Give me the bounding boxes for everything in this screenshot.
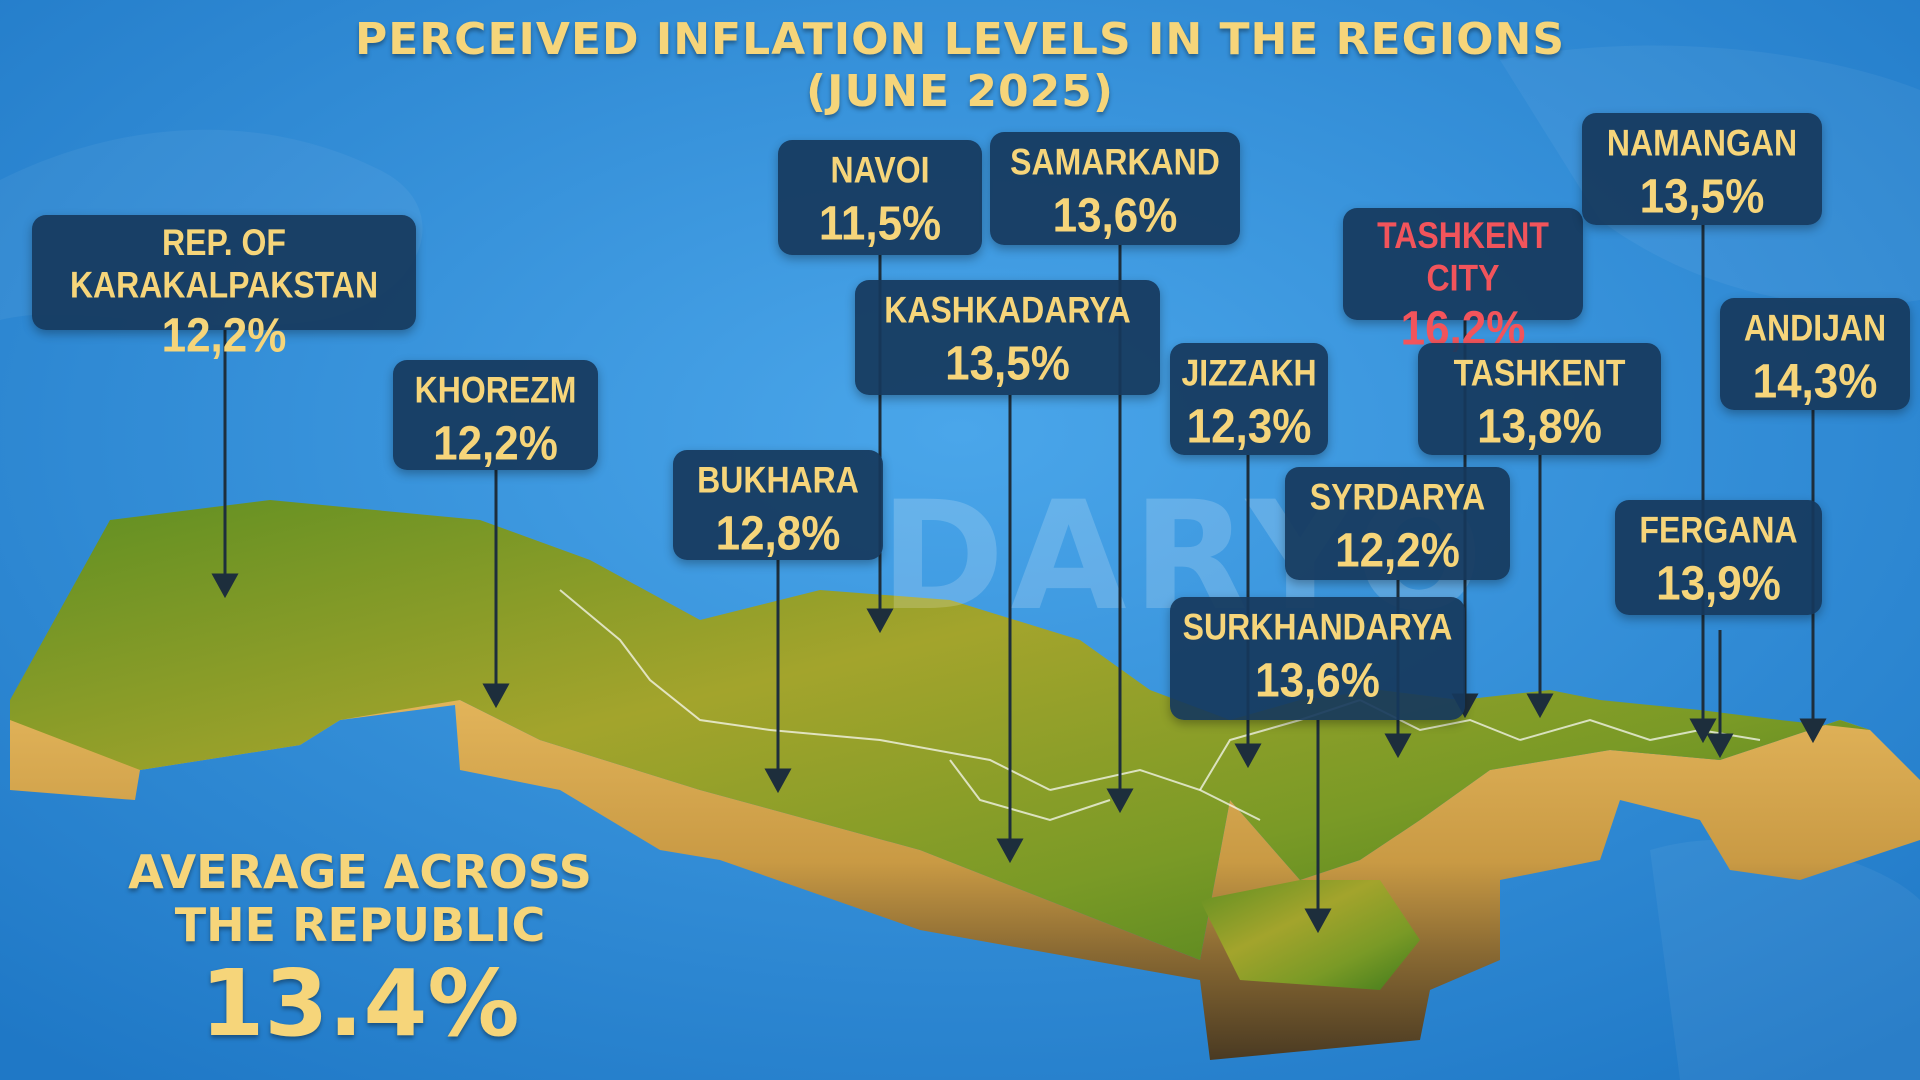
region-value: 13,5%	[945, 336, 1070, 391]
label-khorezm: KHOREZM 12,2%	[393, 360, 598, 470]
region-value: 11,5%	[818, 196, 942, 251]
label-andijan: ANDIJAN 14,3%	[1720, 298, 1910, 410]
page-subtitle: (JUNE 2025)	[806, 66, 1114, 117]
region-name: SYRDARYA	[1309, 476, 1486, 518]
label-bukhara: BUKHARA 12,8%	[673, 450, 883, 560]
region-name: FERGANA	[1639, 509, 1798, 551]
region-value: 13,6%	[1255, 653, 1380, 708]
region-value: 12,2%	[433, 416, 558, 471]
region-value: 12,2%	[161, 308, 287, 363]
region-name: JIZZAKH	[1181, 352, 1317, 394]
region-name: TASHKENT	[1453, 352, 1626, 394]
label-surkhandarya: SURKHANDARYA 13,6%	[1170, 597, 1465, 720]
label-namangan: NAMANGAN 13,5%	[1582, 113, 1822, 225]
region-name: BUKHARA	[697, 459, 859, 501]
region-value: 13,5%	[1639, 169, 1765, 224]
region-value: 12,8%	[715, 506, 841, 561]
region-value: 13,6%	[1052, 188, 1178, 243]
label-jizzakh: JIZZAKH 12,3%	[1170, 343, 1328, 455]
label-fergana: FERGANA 13,9%	[1615, 500, 1822, 615]
region-name: TASHKENT CITY	[1377, 214, 1549, 299]
region-value: 12,2%	[1335, 523, 1460, 578]
region-name: NAVOI	[830, 149, 930, 191]
region-name: ANDIJAN	[1743, 307, 1887, 349]
region-name: KASHKADARYA	[884, 289, 1131, 331]
average-label-line2: THE REPUBLIC	[174, 898, 546, 952]
label-samarkand: SAMARKAND 13,6%	[990, 132, 1240, 245]
average-label: AVERAGE ACROSS	[128, 845, 592, 899]
region-name: SURKHANDARYA	[1182, 606, 1453, 648]
region-value: 12,3%	[1186, 399, 1312, 454]
region-name: SAMARKAND	[1010, 141, 1220, 183]
label-tashkent: TASHKENT 13,8%	[1418, 343, 1661, 455]
label-kashkadarya: KASHKADARYA 13,5%	[855, 280, 1160, 395]
page-title: PERCEIVED INFLATION LEVELS IN THE REGION…	[354, 14, 1566, 65]
region-value: 13,8%	[1477, 399, 1602, 454]
label-syrdarya: SYRDARYA 12,2%	[1285, 467, 1510, 580]
label-karakalpakstan: REP. OF KARAKALPAKSTAN 12,2%	[32, 215, 416, 362]
label-tashkent-city: TASHKENT CITY 16,2%	[1343, 208, 1583, 355]
region-name: KHOREZM	[414, 369, 577, 411]
label-navoi: NAVOI 11,5%	[778, 140, 982, 255]
average-value: 13.4%	[200, 950, 520, 1057]
region-name: NAMANGAN	[1606, 122, 1798, 164]
region-value: 14,3%	[1752, 354, 1878, 409]
region-name: REP. OF KARAKALPAKSTAN	[69, 221, 379, 306]
region-value: 13,9%	[1656, 556, 1781, 611]
